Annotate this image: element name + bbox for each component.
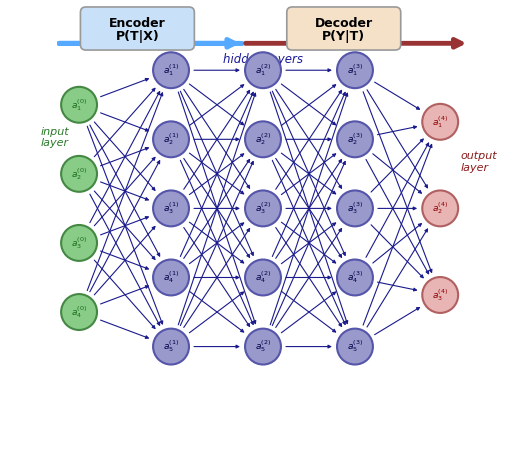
Text: $a_{2}^{(0)}$: $a_{2}^{(0)}$ [71,166,87,182]
Circle shape [61,225,97,261]
Text: $a_{2}^{(1)}$: $a_{2}^{(1)}$ [163,131,179,147]
Text: $a_{1}^{(2)}$: $a_{1}^{(2)}$ [255,63,271,78]
Text: $a_{4}^{(3)}$: $a_{4}^{(3)}$ [347,270,363,285]
Circle shape [245,260,281,296]
Circle shape [61,87,97,123]
Text: $a_{1}^{(0)}$: $a_{1}^{(0)}$ [71,97,87,112]
Text: $a_{5}^{(1)}$: $a_{5}^{(1)}$ [163,339,179,355]
Text: $a_{3}^{(0)}$: $a_{3}^{(0)}$ [71,235,87,251]
Circle shape [245,122,281,157]
Circle shape [422,277,458,313]
Text: P(T|X): P(T|X) [116,30,159,43]
Circle shape [245,328,281,364]
Circle shape [337,190,373,226]
Text: $a_{5}^{(3)}$: $a_{5}^{(3)}$ [347,339,363,355]
Circle shape [337,260,373,296]
Text: output
layer: output layer [460,151,497,173]
Text: $a_{5}^{(2)}$: $a_{5}^{(2)}$ [255,339,271,355]
Text: input
layer: input layer [41,127,69,148]
Circle shape [337,122,373,157]
Circle shape [245,52,281,88]
Circle shape [61,294,97,330]
Text: Encoder: Encoder [109,17,166,30]
Text: hidden layers: hidden layers [223,53,303,66]
FancyBboxPatch shape [80,7,195,50]
Circle shape [153,328,189,364]
Circle shape [422,190,458,226]
Text: Decoder: Decoder [315,17,373,30]
Circle shape [337,328,373,364]
Circle shape [337,52,373,88]
Circle shape [422,104,458,140]
Circle shape [61,156,97,192]
Text: $a_{2}^{(4)}$: $a_{2}^{(4)}$ [432,201,448,216]
Text: $a_{3}^{(3)}$: $a_{3}^{(3)}$ [347,201,363,216]
Text: $a_{4}^{(0)}$: $a_{4}^{(0)}$ [71,304,87,320]
Circle shape [153,190,189,226]
Circle shape [153,52,189,88]
Text: $a_{3}^{(4)}$: $a_{3}^{(4)}$ [432,287,448,303]
Text: $a_{3}^{(1)}$: $a_{3}^{(1)}$ [163,201,179,216]
Text: $a_{1}^{(3)}$: $a_{1}^{(3)}$ [347,63,363,78]
Circle shape [153,122,189,157]
FancyBboxPatch shape [287,7,401,50]
Text: $a_{4}^{(2)}$: $a_{4}^{(2)}$ [255,270,271,285]
Text: $a_{4}^{(1)}$: $a_{4}^{(1)}$ [163,270,179,285]
Circle shape [245,190,281,226]
Text: $a_{3}^{(2)}$: $a_{3}^{(2)}$ [255,201,271,216]
Text: $a_{1}^{(1)}$: $a_{1}^{(1)}$ [163,63,179,78]
Text: P(Y|T): P(Y|T) [322,30,366,43]
Text: $a_{2}^{(2)}$: $a_{2}^{(2)}$ [255,131,271,147]
Text: $a_{1}^{(4)}$: $a_{1}^{(4)}$ [432,114,448,130]
Circle shape [153,260,189,296]
Text: $a_{2}^{(3)}$: $a_{2}^{(3)}$ [347,131,363,147]
